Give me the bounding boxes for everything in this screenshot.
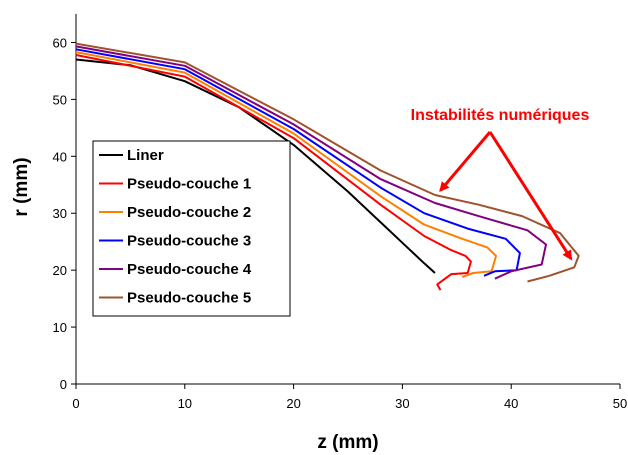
series-group	[75, 42, 580, 291]
y-axis-title: r (mm)	[11, 157, 32, 216]
y-tick-label: 60	[53, 35, 67, 50]
annotation-arrow-1	[439, 131, 492, 192]
legend-label: Liner	[127, 147, 164, 164]
series-line-6	[75, 42, 580, 283]
x-tick-label: 50	[613, 396, 627, 411]
x-tick-label: 10	[178, 396, 192, 411]
ticks: 0 10 20 30 40 50 0 10 20 30 40 50 60	[53, 35, 628, 411]
annotation-text: Instabilités numériques	[411, 107, 590, 124]
legend-label: Pseudo-couche 1	[127, 176, 251, 193]
x-axis-title: z (mm)	[317, 432, 378, 453]
legend-label: Pseudo-couche 4	[127, 261, 252, 278]
legend-label: Pseudo-couche 3	[127, 233, 251, 250]
x-tick-label: 30	[395, 396, 409, 411]
y-tick-label: 20	[53, 263, 67, 278]
legend-label: Pseudo-couche 5	[127, 290, 251, 307]
legend: Liner Pseudo-couche 1 Pseudo-couche 2 Pseud…	[92, 140, 291, 317]
axes	[75, 14, 620, 385]
legend-box	[92, 140, 291, 317]
y-tick-label: 0	[60, 377, 67, 392]
y-tick-label: 10	[53, 320, 67, 335]
series-line-4	[75, 48, 521, 277]
legend-label: Pseudo-couche 2	[127, 204, 251, 221]
series-line-3	[75, 51, 497, 278]
x-tick-label: 0	[72, 396, 79, 411]
series-line-1	[75, 58, 436, 274]
x-tick-label: 40	[504, 396, 518, 411]
y-tick-label: 30	[53, 206, 67, 221]
series-line-5	[75, 45, 547, 280]
x-tick-label: 20	[286, 396, 300, 411]
y-tick-label: 40	[53, 149, 67, 164]
y-tick-label: 50	[53, 92, 67, 107]
annotation-arrow-2	[488, 131, 573, 261]
series-line-2	[75, 54, 472, 291]
annotation: Instabilités numériques	[411, 107, 590, 261]
